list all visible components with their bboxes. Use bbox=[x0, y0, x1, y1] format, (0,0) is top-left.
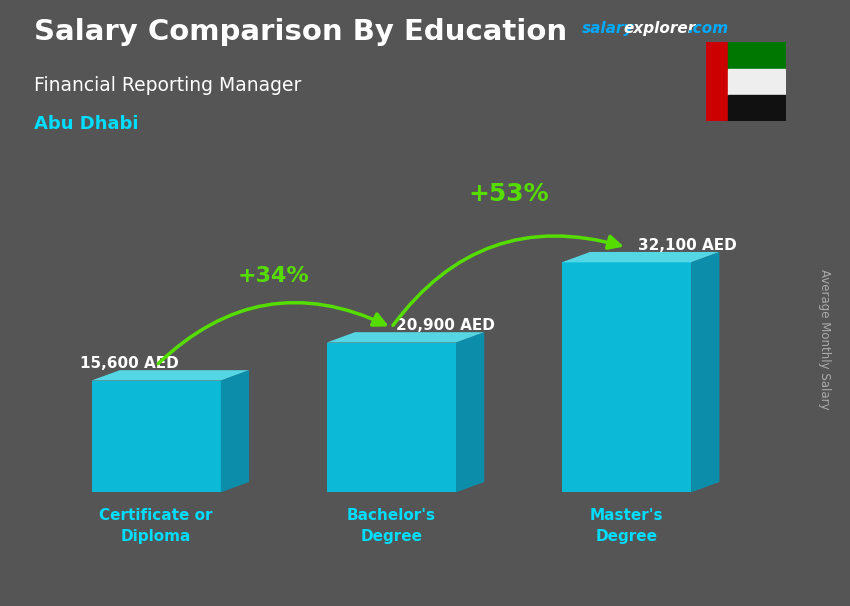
Polygon shape bbox=[92, 381, 221, 492]
Text: Master's
Degree: Master's Degree bbox=[590, 508, 663, 544]
Text: Average Monthly Salary: Average Monthly Salary bbox=[818, 269, 831, 410]
Polygon shape bbox=[562, 262, 691, 492]
Polygon shape bbox=[326, 332, 484, 342]
Text: 15,600 AED: 15,600 AED bbox=[80, 356, 178, 371]
Bar bbox=[728, 95, 786, 121]
Bar bbox=[728, 42, 786, 68]
Polygon shape bbox=[456, 332, 484, 492]
Text: Abu Dhabi: Abu Dhabi bbox=[34, 115, 139, 133]
Polygon shape bbox=[691, 252, 719, 492]
Text: salary: salary bbox=[582, 21, 635, 36]
Polygon shape bbox=[221, 370, 249, 492]
Text: 20,900 AED: 20,900 AED bbox=[396, 318, 495, 333]
Text: Financial Reporting Manager: Financial Reporting Manager bbox=[34, 76, 302, 95]
Polygon shape bbox=[92, 370, 249, 381]
Text: +34%: +34% bbox=[238, 266, 309, 286]
Polygon shape bbox=[326, 342, 456, 492]
Polygon shape bbox=[562, 252, 719, 262]
Text: 32,100 AED: 32,100 AED bbox=[638, 238, 737, 253]
Text: .com: .com bbox=[687, 21, 728, 36]
Bar bbox=[728, 68, 786, 95]
Text: +53%: +53% bbox=[468, 182, 549, 206]
Text: Salary Comparison By Education: Salary Comparison By Education bbox=[34, 18, 567, 46]
Text: explorer: explorer bbox=[623, 21, 695, 36]
Bar bbox=[706, 42, 728, 121]
Text: Certificate or
Diploma: Certificate or Diploma bbox=[99, 508, 213, 544]
Text: Bachelor's
Degree: Bachelor's Degree bbox=[347, 508, 436, 544]
